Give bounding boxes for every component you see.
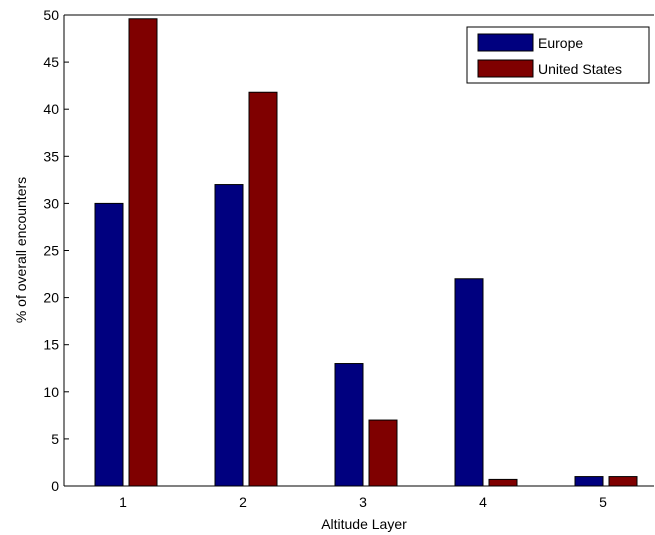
x-tick-label: 4 — [479, 494, 487, 510]
legend: Europe United States — [466, 26, 650, 84]
y-tick-label: 30 — [43, 195, 59, 211]
x-tick-label: 3 — [359, 494, 367, 510]
bar-europe-2 — [214, 184, 244, 487]
bar-united-states-1 — [128, 18, 158, 487]
y-tick-label: 50 — [43, 7, 59, 23]
bars-layer — [94, 18, 638, 487]
legend-label-europe: Europe — [538, 35, 583, 51]
y-ticks: 0 5 10 15 20 25 30 35 40 45 50 — [43, 7, 69, 494]
y-tick-label: 5 — [51, 431, 59, 447]
y-tick-label: 45 — [43, 54, 59, 70]
bar-united-states-2 — [248, 91, 278, 487]
x-tick-label: 2 — [239, 494, 247, 510]
y-tick-label: 0 — [51, 478, 59, 494]
bar-europe-4 — [454, 278, 484, 487]
y-tick-label: 15 — [43, 337, 59, 353]
bar-europe-5 — [574, 476, 604, 487]
legend-label-united-states: United States — [538, 61, 622, 77]
y-tick-label: 40 — [43, 101, 59, 117]
bar-united-states-4 — [488, 478, 518, 487]
y-tick-label: 35 — [43, 148, 59, 164]
y-axis-label: % of overall encounters — [13, 177, 29, 323]
x-ticks: 1 2 3 4 5 — [119, 481, 607, 510]
bar-europe-1 — [94, 202, 124, 487]
x-axis-label: Altitude Layer — [321, 516, 407, 532]
legend-swatch-united-states — [477, 59, 534, 78]
x-tick-label: 5 — [599, 494, 607, 510]
x-tick-label: 1 — [119, 494, 127, 510]
bar-united-states-3 — [368, 419, 398, 487]
y-tick-label: 25 — [43, 243, 59, 259]
legend-swatch-europe — [477, 33, 534, 52]
bar-europe-3 — [334, 363, 364, 487]
y-tick-label: 10 — [43, 384, 59, 400]
y-tick-label: 20 — [43, 290, 59, 306]
bar-united-states-5 — [608, 476, 638, 487]
